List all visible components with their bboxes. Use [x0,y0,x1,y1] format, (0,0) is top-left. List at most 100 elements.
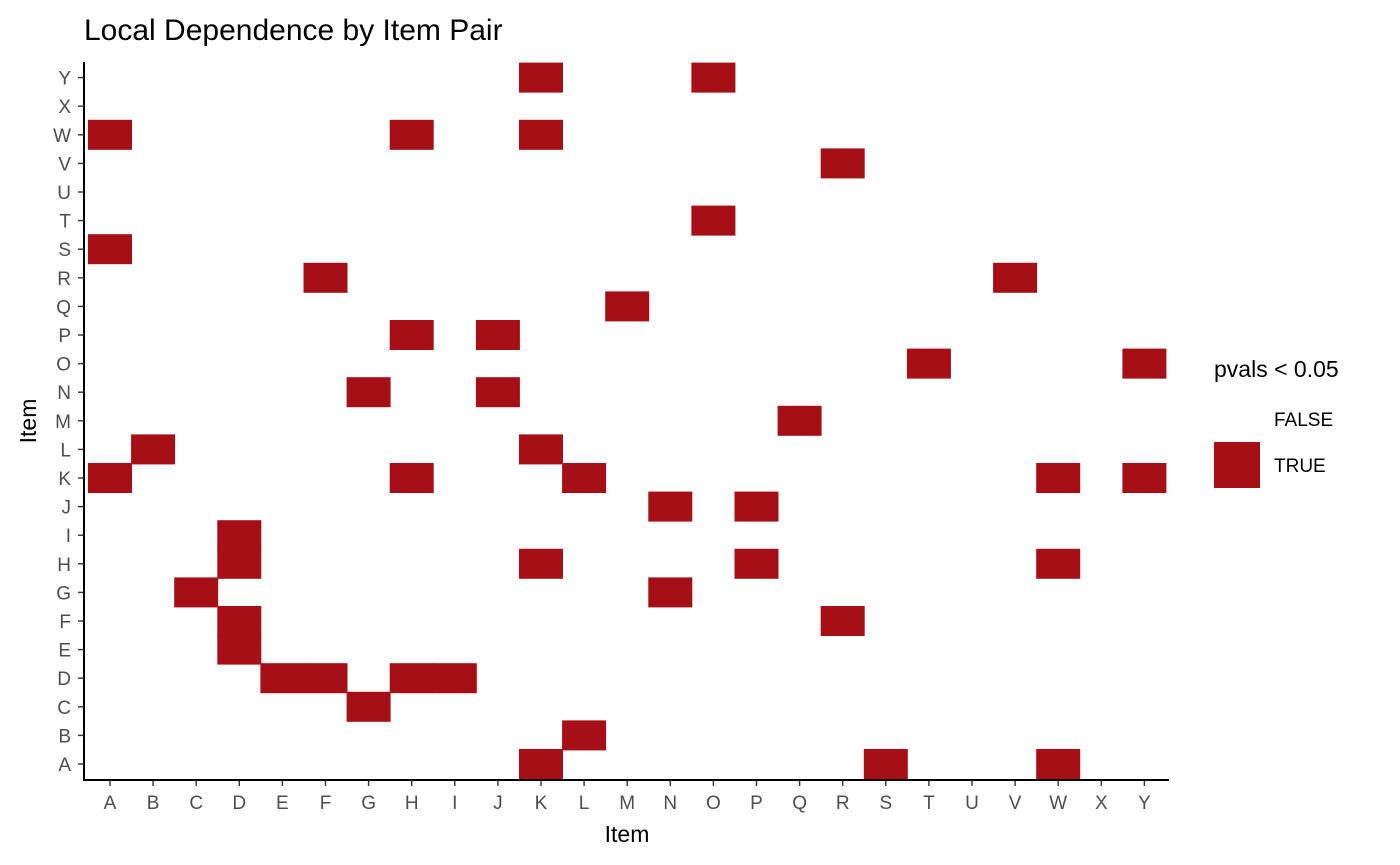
legend-label-true: TRUE [1274,456,1326,477]
heatmap-cells [88,62,1167,779]
heatmap-cell-G-N [346,377,391,408]
x-tick-label: D [232,793,246,814]
heatmap-cell-E-D [260,663,305,694]
heatmap-cell-D-I [217,520,262,551]
legend-key-true [1214,442,1260,488]
y-tick-label: J [62,498,72,519]
x-tick-label: F [320,793,332,814]
x-axis-ticks: A B C D E F G H I J K L M N O P Q R S T U V W X Y [104,780,1151,814]
y-tick-label: Y [58,69,71,90]
y-tick-label: G [56,583,71,604]
y-tick-label: N [57,383,71,404]
y-tick-label: X [58,97,71,118]
heatmap-cell-Y-K [1122,463,1167,493]
heatmap-cell-L-K [562,463,607,493]
heatmap-cell-R-V [820,148,865,179]
heatmap-cell-C-G [174,577,219,608]
heatmap-cell-A-K [88,463,132,493]
heatmap-cell-B-L [131,434,176,465]
y-tick-label: P [58,326,71,347]
x-tick-label: S [879,793,892,814]
legend-label-false: FALSE [1274,410,1333,431]
y-tick-label: C [57,698,71,719]
y-tick-label: W [53,126,71,147]
heatmap-cell-J-N [475,377,520,408]
y-tick-label: A [58,755,71,776]
heatmap-cell-O-Y [691,62,736,93]
heatmap-cell-P-H [734,548,779,579]
y-tick-label: F [59,612,71,633]
x-tick-label: K [535,793,548,814]
heatmap-cell-D-F [217,606,262,636]
x-tick-label: E [276,793,289,814]
x-tick-label: G [361,793,376,814]
x-tick-label: Q [792,793,807,814]
x-tick-label: L [579,793,590,814]
x-tick-label: P [750,793,763,814]
heatmap-cell-F-R [303,262,348,293]
heatmap-cell-K-H [519,548,563,579]
y-tick-label: R [57,269,71,290]
heatmap-cell-Q-M [777,405,822,436]
x-tick-label: Y [1138,793,1151,814]
y-tick-label: D [57,669,71,690]
heatmap-cell-H-D [389,663,434,694]
y-tick-label: H [57,555,71,576]
x-tick-label: X [1095,793,1108,814]
heatmap-cell-K-Y [519,62,563,93]
heatmap-cell-A-S [88,234,132,265]
y-tick-label: L [60,440,71,461]
heatmap-cell-J-P [475,320,520,350]
heatmap-cell-M-Q [605,291,650,322]
x-tick-label: M [619,793,635,814]
heatmap-cell-D-H [217,548,262,579]
y-tick-label: B [58,726,71,747]
heatmap-cell-H-K [389,463,434,493]
heatmap-cell-H-P [389,320,434,350]
x-tick-label: N [663,793,677,814]
y-tick-label: S [58,240,71,261]
y-tick-label: U [57,183,71,204]
heatmap-cell-F-D [303,663,348,694]
x-tick-label: I [452,793,457,814]
heatmap-cell-N-G [648,577,693,608]
x-tick-label: H [405,793,419,814]
heatmap-cell-V-R [993,262,1038,293]
y-tick-label: V [58,154,71,175]
heatmap-cell-N-J [648,491,693,522]
heatmap-cell-S-A [863,749,908,779]
y-tick-label: O [56,355,71,376]
legend-title: pvals < 0.05 [1214,356,1339,382]
heatmap-cell-O-T [691,205,736,236]
heatmap-cell-Y-O [1122,348,1167,379]
heatmap-cell-G-C [346,691,391,722]
heatmap-cell-L-B [562,720,607,751]
x-tick-label: C [189,793,203,814]
legend: pvals < 0.05 FALSE TRUE [1214,356,1339,488]
x-tick-label: R [836,793,850,814]
chart-title: Local Dependence by Item Pair [84,14,503,47]
heatmap-cell-W-H [1036,548,1081,579]
x-tick-label: J [493,793,503,814]
y-tick-label: K [58,469,71,490]
y-tick-label: T [59,212,71,233]
heatmap-cell-K-L [519,434,563,465]
x-tick-label: V [1009,793,1022,814]
legend-key-false [1214,396,1260,442]
heatmap-cell-K-A [519,749,563,779]
x-tick-label: T [923,793,935,814]
heatmap-cell-W-A [1036,749,1081,779]
y-tick-label: Q [56,297,71,318]
heatmap-cell-A-W [88,119,132,150]
x-tick-label: U [965,793,979,814]
heatmap-cell-I-D [432,663,477,694]
heatmap-cell-D-E [217,634,262,665]
heatmap-cell-H-W [389,119,434,150]
y-tick-label: E [58,641,71,662]
x-tick-label: O [706,793,721,814]
y-tick-label: I [66,526,71,547]
heatmap-cell-T-O [906,348,951,379]
x-axis-title: Item [605,821,650,847]
